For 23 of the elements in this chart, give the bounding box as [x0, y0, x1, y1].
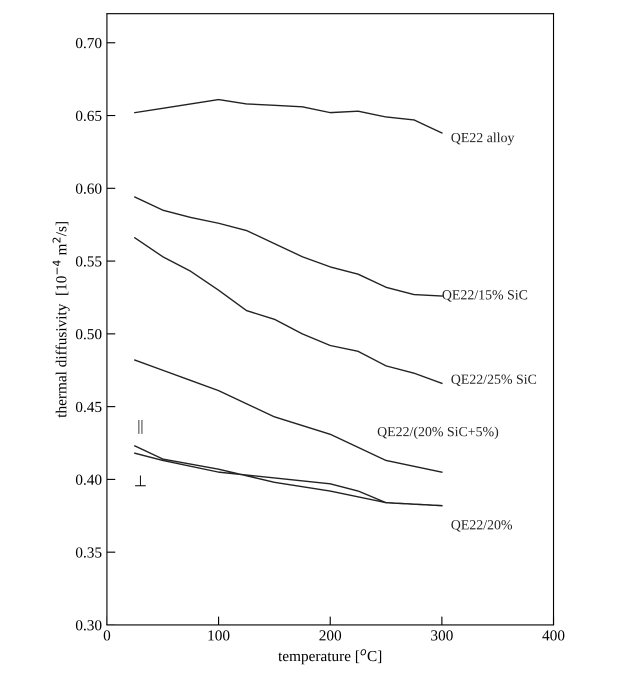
- x-tick-label: 0: [104, 630, 110, 641]
- series-label: QE22/(20% SiC+5%): [378, 426, 498, 440]
- x-tick-label: 400: [542, 630, 564, 641]
- y-tick-label: 0.50: [76, 329, 102, 340]
- y-tick-label: 0.55: [76, 256, 102, 267]
- y-tick-label: 0.40: [76, 474, 102, 485]
- annotation: ⊥: [135, 475, 146, 486]
- y-tick-label: 0.70: [76, 38, 102, 48]
- x-tick-label: 300: [431, 630, 453, 641]
- annotation: ||: [138, 420, 142, 434]
- series-label: QE22/15% SiC: [442, 290, 528, 302]
- series-label: QE22 alloy: [451, 132, 514, 146]
- series-label: QE22/20%: [451, 520, 512, 532]
- y-axis-title: thermal diffusivity [10$^{−4}$ m$^{2}$/s]: [52, 222, 70, 418]
- y-tick-label: 0.65: [76, 110, 102, 122]
- y-tick-label: 0.30: [76, 620, 102, 630]
- y-tick-label: 0.35: [76, 547, 102, 558]
- y-tick-label: 0.60: [76, 183, 102, 194]
- x-tick-label: 200: [319, 630, 342, 641]
- y-tick-label: 0.45: [76, 402, 102, 412]
- x-axis-title: temperature [$^{o}$C]: [278, 649, 382, 664]
- series-label: QE22/25% SiC: [451, 374, 536, 386]
- x-tick-label: 100: [208, 630, 230, 641]
